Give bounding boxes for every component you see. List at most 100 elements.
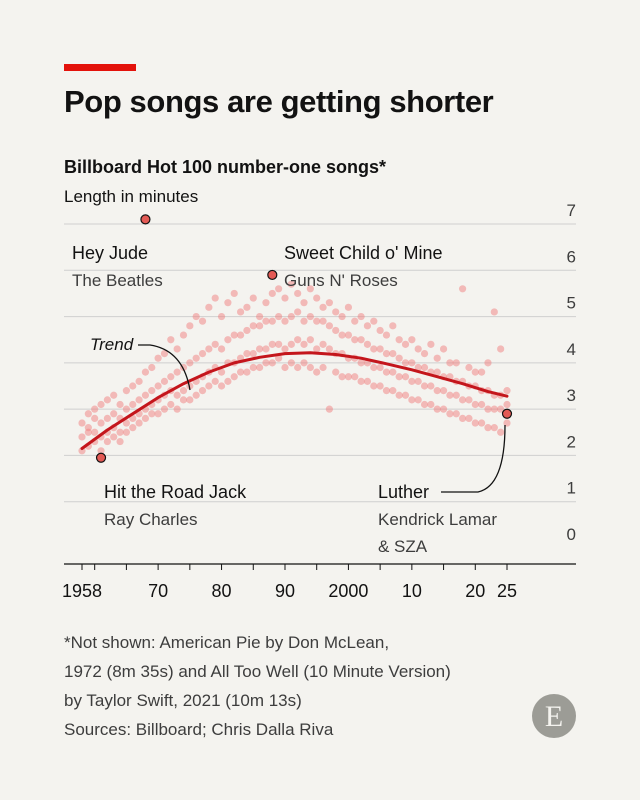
data-point xyxy=(427,382,435,390)
data-point xyxy=(249,350,257,358)
data-point xyxy=(173,345,181,353)
data-point xyxy=(122,405,131,413)
data-point xyxy=(433,387,441,395)
data-point xyxy=(154,382,162,390)
data-point xyxy=(446,359,454,367)
data-point xyxy=(179,331,188,339)
data-point xyxy=(281,363,289,372)
data-point xyxy=(217,382,226,390)
data-point xyxy=(363,340,372,348)
data-point xyxy=(173,391,181,399)
data-point xyxy=(287,280,295,288)
data-point xyxy=(344,373,353,381)
data-point xyxy=(287,312,295,321)
data-point xyxy=(332,326,340,335)
data-point xyxy=(275,285,283,293)
data-point xyxy=(503,419,511,427)
data-point xyxy=(211,377,219,385)
chart-subtitle: Billboard Hot 100 number-one songs* xyxy=(64,157,387,177)
data-point xyxy=(389,350,397,358)
data-point xyxy=(256,312,264,321)
data-point xyxy=(414,377,422,385)
data-point xyxy=(332,368,340,376)
highlight-song-hey-jude: Hey Jude xyxy=(72,243,148,263)
highlight-song-hit-the-road-jack: Hit the Road Jack xyxy=(104,482,247,502)
data-point xyxy=(129,382,137,390)
data-point xyxy=(389,322,397,330)
data-point xyxy=(401,391,410,399)
data-point xyxy=(268,317,276,325)
data-point xyxy=(122,387,131,395)
data-point xyxy=(376,326,384,335)
data-point xyxy=(338,331,346,339)
gridlines xyxy=(64,223,576,503)
data-point xyxy=(103,414,111,422)
x-tick-label: 1958 xyxy=(62,581,102,601)
highlight-song-luther: Luther xyxy=(378,482,429,502)
data-point xyxy=(306,285,314,293)
data-point xyxy=(294,363,302,372)
data-point xyxy=(408,396,416,404)
x-tick-label: 20 xyxy=(465,581,485,601)
x-tick-label: 90 xyxy=(275,581,295,601)
data-point xyxy=(484,359,492,367)
data-point xyxy=(211,340,219,348)
data-point xyxy=(471,400,479,409)
data-point xyxy=(382,331,391,339)
data-point xyxy=(243,326,251,335)
data-point xyxy=(363,377,372,385)
data-point xyxy=(154,410,162,418)
data-point xyxy=(287,340,295,348)
data-point xyxy=(351,336,359,344)
data-point xyxy=(497,405,505,413)
data-point xyxy=(408,377,416,385)
x-tick-label: 2000 xyxy=(328,581,368,601)
data-point xyxy=(313,368,321,376)
data-point xyxy=(325,322,333,330)
economist-logo: E xyxy=(532,694,576,738)
data-point xyxy=(78,419,86,427)
y-tick-label: 5 xyxy=(567,294,576,313)
data-point xyxy=(236,331,245,339)
data-point xyxy=(357,359,365,367)
data-point xyxy=(439,345,448,353)
data-point xyxy=(97,419,105,427)
data-points xyxy=(78,280,511,455)
trend-label: Trend xyxy=(90,335,134,354)
data-point xyxy=(478,419,486,427)
data-point xyxy=(427,340,435,348)
data-point xyxy=(217,312,226,321)
data-point xyxy=(249,294,257,302)
data-point xyxy=(484,405,492,413)
data-point xyxy=(497,345,505,353)
data-point xyxy=(351,317,359,325)
data-point xyxy=(503,400,511,409)
data-point xyxy=(490,308,498,316)
data-point xyxy=(97,400,105,409)
data-point xyxy=(224,336,232,344)
data-point xyxy=(217,345,226,353)
footnote-line-2: 1972 (8m 35s) and All Too Well (10 Minut… xyxy=(64,662,451,681)
data-point xyxy=(262,359,270,367)
data-point xyxy=(224,377,232,385)
data-point xyxy=(217,368,226,376)
data-point xyxy=(236,368,245,376)
data-point xyxy=(427,400,435,409)
data-point xyxy=(167,400,175,409)
footnote: *Not shown: American Pie by Don McLean, … xyxy=(64,628,451,744)
data-point xyxy=(300,359,308,367)
data-point xyxy=(129,424,137,432)
x-axis: 1958 70 80 90 2000 10 20 25 xyxy=(62,563,576,601)
data-point xyxy=(465,414,473,422)
data-point xyxy=(268,289,276,298)
highlight-artist-sweet-child: Guns N' Roses xyxy=(284,271,398,290)
highlight-point-hey-jude xyxy=(140,214,151,225)
data-point xyxy=(294,336,302,344)
data-point xyxy=(294,308,302,316)
data-point xyxy=(110,410,118,418)
y-tick-label: 4 xyxy=(567,340,576,359)
data-point xyxy=(135,396,143,404)
data-point xyxy=(313,294,321,302)
trend-layer xyxy=(80,214,513,463)
data-point xyxy=(363,322,372,330)
